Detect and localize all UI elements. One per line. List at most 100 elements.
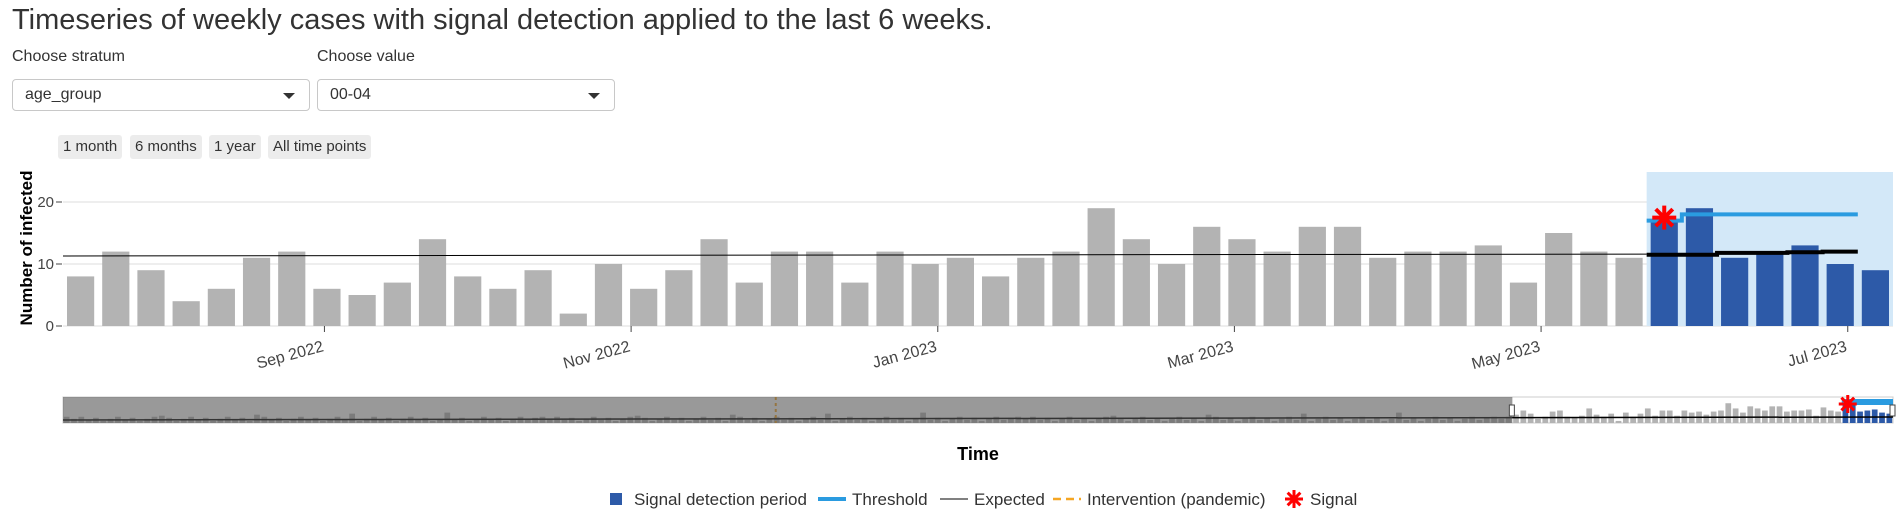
x-axis-ticks: Sep 2022 Nov 2022 Jan 2023 Mar 2023 May 2023… — [255, 326, 1849, 373]
case-bar — [876, 251, 904, 326]
range-slider-bar — [1513, 414, 1519, 423]
range-slider-bar — [1754, 408, 1761, 423]
case-bar — [242, 257, 271, 326]
case-bar — [735, 282, 763, 326]
legend-intervention: Intervention (pandemic) — [1053, 490, 1266, 509]
case-bar — [1263, 251, 1291, 326]
case-bar — [1122, 239, 1150, 326]
stratum-select[interactable]: age_group — [12, 79, 310, 111]
legend-label: Intervention (pandemic) — [1087, 490, 1266, 509]
signal-period-bar — [1826, 264, 1854, 326]
range-slider-mask — [63, 397, 1513, 423]
x-tick-label: Mar 2023 — [1166, 338, 1236, 372]
range-slider-bar — [1615, 420, 1622, 423]
case-bar — [1509, 282, 1538, 326]
legend-signal: Signal — [1285, 490, 1357, 509]
case-bar — [137, 270, 165, 326]
signal-marker — [1652, 205, 1677, 230]
case-bar — [1615, 257, 1643, 326]
case-bar — [665, 270, 693, 326]
signal-period-bar — [1756, 251, 1784, 326]
case-bar — [1087, 208, 1115, 326]
range-button-all-time[interactable]: All time points — [268, 135, 372, 159]
stratum-label: Choose stratum — [12, 48, 125, 65]
range-slider-bar — [1776, 406, 1783, 423]
range-slider-bar — [1637, 413, 1644, 423]
y-tick-label: 20 — [37, 194, 54, 211]
case-bar — [454, 276, 482, 326]
case-bar — [1052, 251, 1080, 326]
case-bar — [383, 282, 411, 326]
chevron-down-icon — [283, 93, 295, 99]
range-slider-bar — [1886, 413, 1893, 423]
case-bar — [1333, 226, 1362, 326]
case-bar — [700, 239, 728, 326]
legend-label: Threshold — [852, 490, 928, 509]
range-button-1-month[interactable]: 1 month — [58, 135, 123, 159]
range-slider-bar — [1747, 406, 1754, 423]
stratum-select-value: age_group — [25, 86, 102, 103]
range-button-6-months[interactable]: 6 months — [130, 135, 202, 159]
case-bar — [982, 276, 1010, 326]
case-bar — [1228, 239, 1256, 326]
legend-threshold: Threshold — [818, 490, 928, 509]
y-tick-label: 0 — [46, 318, 54, 335]
range-slider-bar — [1630, 416, 1636, 423]
range-slider-bar — [1849, 403, 1856, 423]
case-bar — [1404, 251, 1432, 326]
case-bar — [770, 251, 799, 326]
case-bar — [278, 251, 306, 326]
value-label: Choose value — [317, 48, 415, 65]
x-tick-label: Jan 2023 — [871, 338, 939, 371]
x-axis-title: Time — [957, 444, 999, 464]
range-slider-bar — [1674, 415, 1680, 423]
y-axis-ticks: 0 10 20 — [37, 194, 62, 335]
signal-period-bar — [1721, 257, 1749, 326]
range-slider-handle-left[interactable] — [1508, 404, 1515, 417]
case-bar — [1298, 226, 1326, 326]
range-slider-bar — [1769, 406, 1776, 423]
range-slider-bar — [1879, 412, 1885, 423]
range-slider[interactable] — [62, 395, 1896, 424]
legend-label: Signal — [1310, 490, 1357, 509]
case-bar — [841, 282, 869, 326]
case-bar — [1369, 257, 1397, 326]
range-slider-bar — [1644, 408, 1651, 423]
range-slider-bar — [1601, 416, 1607, 423]
legend-expected: Expected — [940, 490, 1045, 509]
range-slider-bar — [1608, 413, 1615, 423]
series-lines — [62, 205, 1858, 257]
case-bar — [207, 288, 235, 326]
range-button-1-year[interactable]: 1 year — [209, 135, 261, 159]
case-bar — [348, 295, 376, 326]
chevron-down-icon — [588, 93, 600, 99]
value-select[interactable]: 00-04 — [317, 79, 615, 111]
case-bar — [172, 301, 200, 326]
range-slider-bar — [1579, 415, 1585, 423]
range-slider-bar — [1542, 416, 1549, 423]
range-slider-bar — [1703, 414, 1710, 423]
case-bar — [911, 264, 939, 326]
signal-period-bar — [1791, 245, 1819, 326]
range-slider-bar — [1557, 410, 1563, 423]
signal-period-bar — [1861, 270, 1889, 326]
bars — [67, 208, 1889, 326]
y-tick-label: 10 — [37, 256, 54, 273]
case-bar — [1017, 257, 1045, 326]
signal-period-bar — [1685, 208, 1714, 326]
x-tick-label: Sep 2022 — [255, 338, 326, 372]
range-slider-bar — [1805, 409, 1812, 423]
range-slider-bar — [1571, 417, 1578, 423]
expected-line — [62, 253, 1647, 257]
legend-signal-detection-period: Signal detection period — [610, 490, 807, 509]
case-bar — [524, 270, 552, 326]
range-slider-threshold — [1841, 399, 1893, 405]
legend-label: Expected — [974, 490, 1045, 509]
case-bar — [67, 276, 95, 326]
case-bar — [1580, 251, 1608, 326]
range-slider-handle-right[interactable] — [1889, 404, 1896, 417]
y-axis-title: Number of infected — [17, 171, 36, 326]
range-slider-bar — [1813, 415, 1819, 423]
case-bar — [1474, 245, 1502, 326]
